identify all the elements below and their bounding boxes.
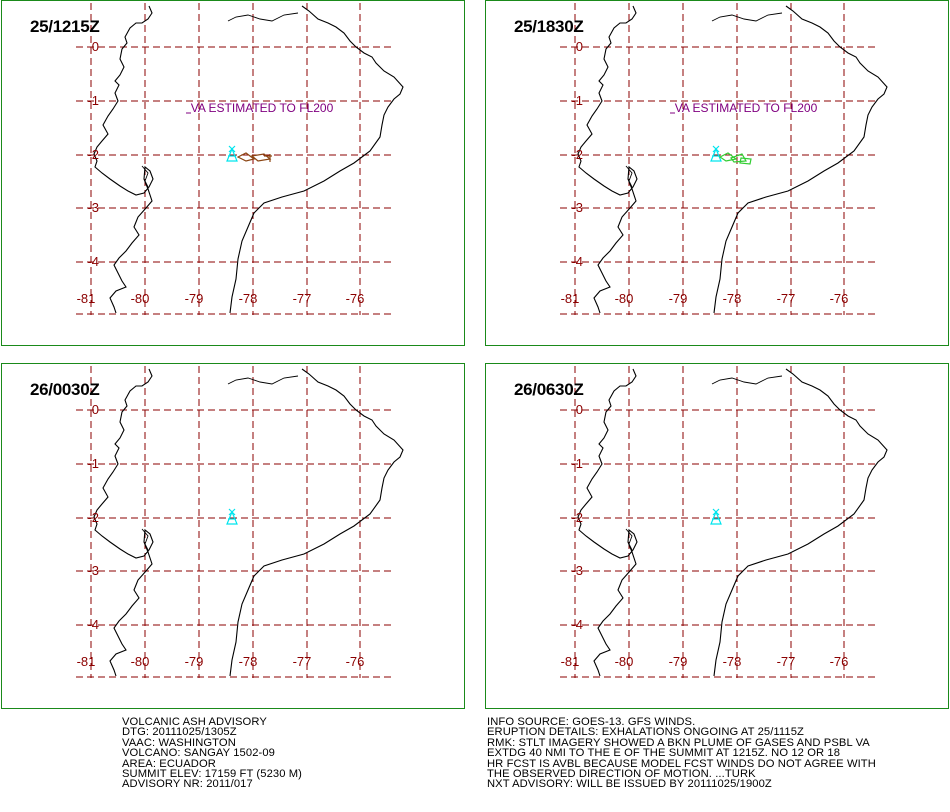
map-svg: 0 -1 -2 -3 -4 -81 -80 -79 -78 -77 -76 VA ESTIMATED …: [560, 3, 888, 315]
advisory-line: AREA: ECUADOR: [122, 757, 216, 770]
lon-label: -81: [561, 291, 580, 306]
lat-lon-grid: [560, 3, 878, 315]
lat-label: -2: [571, 147, 583, 162]
lon-label: -79: [185, 654, 204, 669]
advisory-header-text: VOLCANIC ASH ADVISORY DTG: 20111025/1305Z…: [122, 716, 302, 791]
va-annotation: VA ESTIMATED TO FL200: [191, 101, 334, 115]
advisory-line: SUMMIT ELEV: 17159 FT (5230 M): [122, 767, 302, 780]
lat-label: -4: [87, 254, 99, 269]
boundary-line: [625, 12, 783, 188]
lon-label: -79: [669, 291, 688, 306]
volcano-triangle-icon: [226, 508, 238, 525]
lat-lon-grid: [76, 3, 394, 315]
lat-label: -1: [571, 456, 583, 471]
lon-label: -77: [293, 291, 312, 306]
boundary-line: [141, 12, 299, 188]
lat-label: 0: [576, 39, 583, 54]
boundary-line: [625, 375, 783, 551]
advisory-line: ADVISORY NR: 2011/017: [122, 778, 253, 791]
lon-label: -77: [777, 654, 796, 669]
advisory-line: INFO SOURCE: GOES-13. GFS WINDS.: [487, 716, 696, 728]
lon-label: -80: [131, 654, 150, 669]
panel-time-title: 25/1215Z: [30, 17, 100, 36]
lon-label: -80: [615, 291, 634, 306]
lat-label: 0: [92, 39, 99, 54]
lon-label: -76: [346, 654, 365, 669]
lon-label: -76: [830, 291, 849, 306]
lat-lon-grid: [76, 366, 394, 678]
coastline: [577, 5, 888, 314]
lat-label: -2: [571, 510, 583, 525]
lon-label: -78: [239, 654, 258, 669]
lon-label: -81: [77, 654, 96, 669]
advisory-line: VAAC: WASHINGTON: [122, 736, 236, 749]
lat-label: -3: [87, 563, 99, 578]
advisory-remarks-text: INFO SOURCE: GOES-13. GFS WINDS. ERUPTION…: [487, 716, 876, 791]
lon-label: -80: [615, 654, 634, 669]
lon-label: -76: [346, 291, 365, 306]
lon-label: -79: [669, 654, 688, 669]
lat-label: 0: [92, 402, 99, 417]
lon-label: -81: [77, 291, 96, 306]
advisory-line: VOLCANIC ASH ADVISORY: [122, 716, 267, 728]
lon-label: -81: [561, 654, 580, 669]
volcano-triangle-icon: [710, 145, 722, 162]
lat-label: -1: [87, 456, 99, 471]
boundary-line: [141, 375, 299, 551]
advisory-line: DTG: 20111025/1305Z: [122, 726, 237, 739]
coastline: [93, 368, 404, 677]
va-annotation: VA ESTIMATED TO FL200: [675, 101, 818, 115]
lat-label: -3: [571, 200, 583, 215]
coastline: [93, 5, 404, 314]
forecast-panel-26-0630z: 0 -1 -2 -3 -4 -81 -80 -79 -78 -77 -76 26/0630Z: [485, 363, 949, 709]
advisory-line: ERUPTION DETAILS: EXHALATIONS ONGOING AT…: [487, 726, 804, 739]
lon-label: -77: [777, 291, 796, 306]
lon-label: -77: [293, 654, 312, 669]
panel-time-title: 26/0630Z: [514, 380, 584, 399]
lon-label: -78: [723, 291, 742, 306]
advisory-line: HR FCST IS AVBL BECAUSE MODEL FCST WINDS…: [487, 757, 876, 770]
lat-label: -3: [87, 200, 99, 215]
volcano-triangle-icon: [226, 145, 238, 162]
lat-label: -4: [571, 254, 583, 269]
advisory-line: EXTDG 40 NMI TO THE E OF THE SUMMIT AT 1…: [487, 747, 841, 760]
forecast-panel-25-1830z: 0 -1 -2 -3 -4 -81 -80 -79 -78 -77 -76 VA ESTIMATED …: [485, 0, 949, 346]
lon-label: -78: [239, 291, 258, 306]
lat-lon-grid: [560, 366, 878, 678]
panel-time-title: 25/1830Z: [514, 17, 584, 36]
lat-label: -4: [87, 617, 99, 632]
panel-time-title: 26/0030Z: [30, 380, 100, 399]
map-svg: 0 -1 -2 -3 -4 -81 -80 -79 -78 -77 -76: [560, 366, 888, 678]
advisory-line: THE OBSERVED DIRECTION OF MOTION. ...TUR…: [487, 767, 756, 780]
lat-label: -1: [571, 93, 583, 108]
lon-label: -80: [131, 291, 150, 306]
lat-label: -2: [87, 510, 99, 525]
lon-label: -78: [723, 654, 742, 669]
advisory-line: NXT ADVISORY: WILL BE ISSUED BY 20111025…: [487, 778, 772, 791]
lon-label: -76: [830, 654, 849, 669]
forecast-panel-26-0030z: 0 -1 -2 -3 -4 -81 -80 -79 -78 -77 -76 26/0030Z: [1, 363, 465, 709]
map-svg: 0 -1 -2 -3 -4 -81 -80 -79 -78 -77 -76: [76, 366, 404, 678]
coastline: [577, 368, 888, 677]
advisory-line: VOLCANO: SANGAY 1502-09: [122, 747, 275, 760]
ash-plume-polygon: [718, 152, 752, 165]
lat-label: -3: [571, 563, 583, 578]
advisory-line: RMK: STLT IMAGERY SHOWED A BKN PLUME OF …: [487, 736, 870, 749]
forecast-panel-25-1215z: 0 -1 -2 -3 -4 -81 -80 -79 -78 -77 -76 VA ESTIMATED …: [1, 0, 465, 346]
lon-label: -79: [185, 291, 204, 306]
map-svg: 0 -1 -2 -3 -4 -81 -80 -79 -78 -77 -76 VA ESTIMATED …: [76, 3, 404, 315]
lat-label: -4: [571, 617, 583, 632]
lat-label: 0: [576, 402, 583, 417]
volcano-triangle-icon: [710, 508, 722, 525]
ash-plume-polygon: [236, 152, 272, 162]
lat-label: -1: [87, 93, 99, 108]
lat-label: -2: [87, 147, 99, 162]
